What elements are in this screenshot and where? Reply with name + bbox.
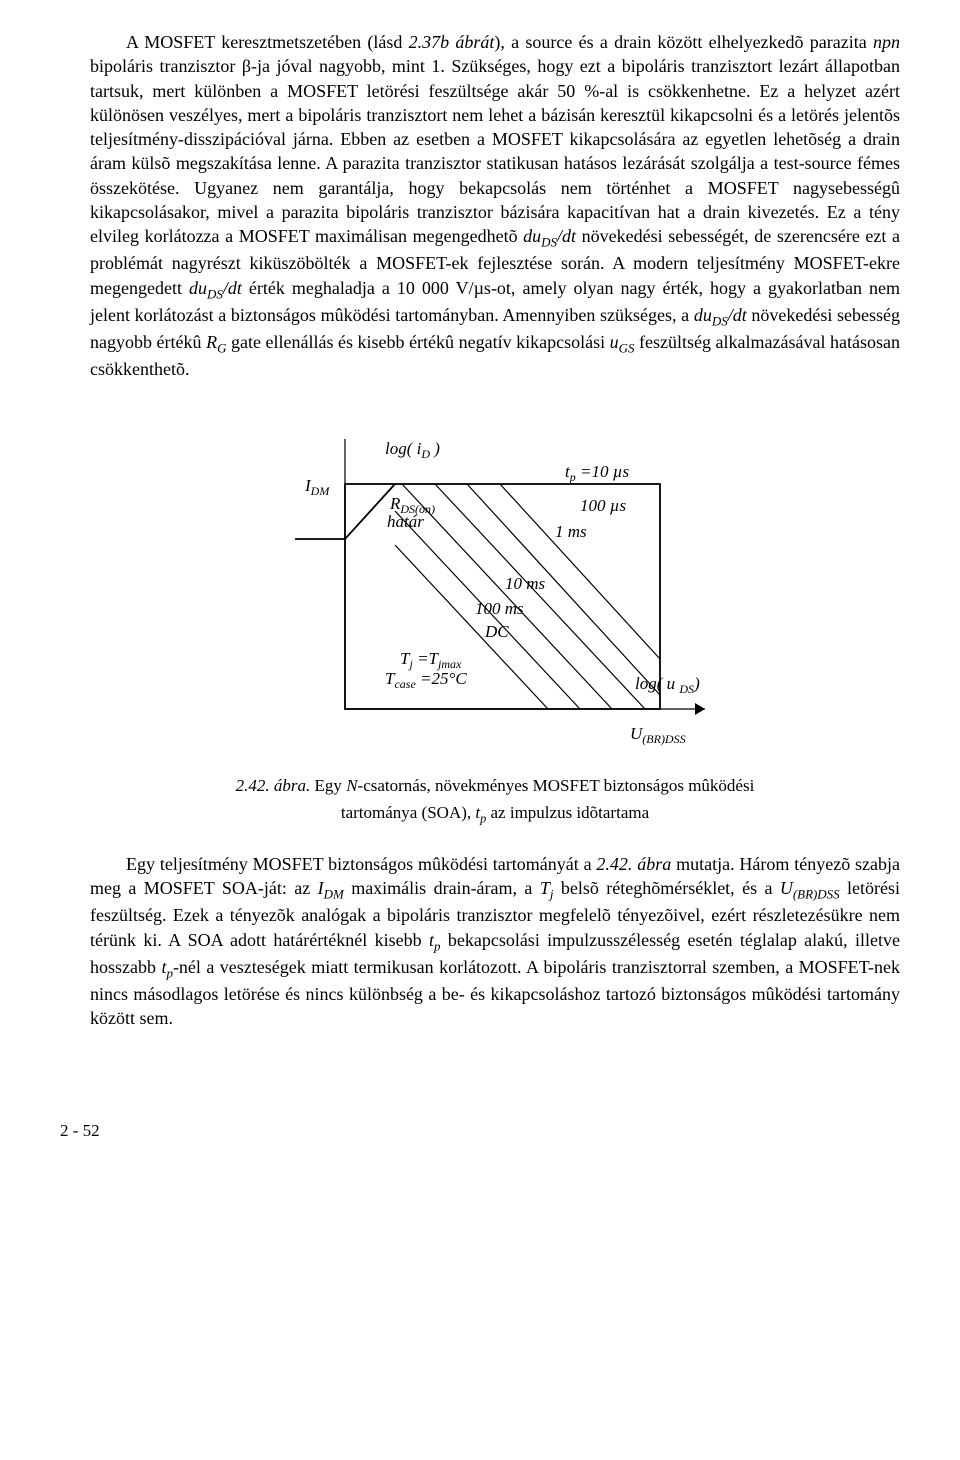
- symbol-sub: DS: [541, 235, 557, 250]
- svg-text:1 ms: 1 ms: [555, 522, 587, 541]
- text: belsõ réteghõmérséklet, és a: [553, 878, 779, 898]
- symbol-r: R: [206, 332, 217, 352]
- figure-soa-diagram: log( iD )IDMRDS(on)határtp =10 µs100 µs1…: [90, 399, 900, 828]
- symbol-du: du: [523, 226, 541, 246]
- svg-text:DC: DC: [484, 622, 509, 641]
- text: A MOSFET keresztmetszetében (lásd: [126, 32, 409, 52]
- svg-text:Tj =Tjmax: Tj =Tjmax: [400, 649, 462, 671]
- symbol-dt: /dt: [557, 226, 576, 246]
- text: -nél a veszteségek miatt termikusan korl…: [90, 957, 900, 1028]
- symbol-dt: /dt: [223, 278, 242, 298]
- caption-ref: 2.42. ábra.: [236, 776, 311, 795]
- page-number: 2 - 52: [60, 1120, 900, 1143]
- symbol-u: u: [610, 332, 619, 352]
- text: gate ellenállás és kisebb értékû negatív…: [226, 332, 609, 352]
- symbol-t: T: [540, 878, 550, 898]
- text: ), a source és a drain között elhelyezke…: [494, 32, 873, 52]
- symbol-u: U: [780, 878, 793, 898]
- figure-caption: 2.42. ábra. Egy N-csatornás, növekményes…: [90, 773, 900, 828]
- text: maximális drain-áram, a: [344, 878, 540, 898]
- symbol-du: du: [189, 278, 207, 298]
- text: tartománya (SOA),: [341, 803, 476, 822]
- svg-text:100 ms: 100 ms: [475, 599, 524, 618]
- svg-text:U(BR)DSS: U(BR)DSS: [630, 724, 686, 746]
- symbol-sub: DS: [207, 286, 223, 301]
- caption-n: N: [346, 776, 357, 795]
- svg-text:Tcase =25°C: Tcase =25°C: [385, 669, 467, 691]
- figure-ref: 2.42. ábra: [596, 854, 671, 874]
- figure-ref: 2.37b ábrát: [409, 32, 495, 52]
- svg-text:log( iD ): log( iD ): [385, 439, 440, 461]
- symbol-sub: (BR)DSS: [793, 887, 840, 902]
- symbol-du: du: [694, 305, 712, 325]
- text: az impulzus idõtartama: [486, 803, 649, 822]
- svg-text:100 µs: 100 µs: [580, 496, 627, 515]
- svg-text:határ: határ: [387, 512, 424, 531]
- symbol-sub: DS: [712, 313, 728, 328]
- symbol-sub: DM: [324, 887, 344, 902]
- soa-svg: log( iD )IDMRDS(on)határtp =10 µs100 µs1…: [235, 399, 755, 759]
- svg-text:log( u DS): log( u DS): [635, 674, 700, 696]
- svg-text:10 ms: 10 ms: [505, 574, 546, 593]
- text-npn: npn: [873, 32, 900, 52]
- paragraph-mosfet-cross-section: A MOSFET keresztmetszetében (lásd 2.37b …: [90, 30, 900, 381]
- text: -csatornás, növekményes MOSFET biztonság…: [358, 776, 755, 795]
- text: Egy teljesítmény MOSFET biztonságos mûkö…: [126, 854, 596, 874]
- symbol-sub: GS: [619, 341, 635, 356]
- svg-text:tp =10 µs: tp =10 µs: [565, 462, 630, 484]
- text: bipoláris tranzisztor β-ja jóval nagyobb…: [90, 56, 900, 246]
- paragraph-soa-description: Egy teljesítmény MOSFET biztonságos mûkö…: [90, 852, 900, 1030]
- text: Egy: [310, 776, 346, 795]
- svg-text:IDM: IDM: [304, 476, 330, 498]
- symbol-dt: /dt: [728, 305, 747, 325]
